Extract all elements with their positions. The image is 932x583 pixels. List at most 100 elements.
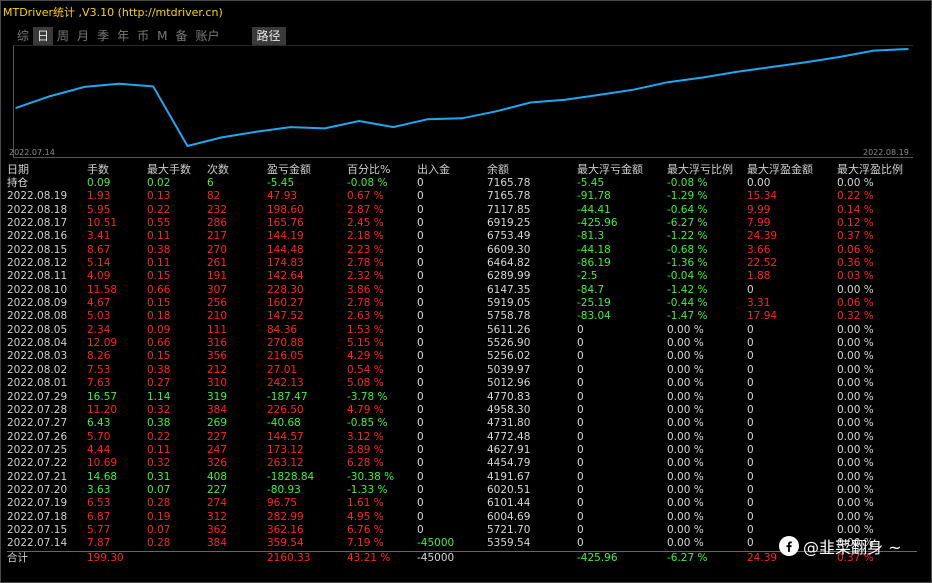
table-cell: 24.39 bbox=[747, 230, 778, 243]
tab-5[interactable]: 年 bbox=[117, 29, 130, 43]
table-row[interactable]: 2022.08.08 5.03 0.18 210 147.52 2.63 % 0 5758.7… bbox=[7, 310, 917, 323]
table-cell: 0.00 % bbox=[667, 430, 704, 443]
table-cell: -81.3 bbox=[577, 230, 605, 243]
tab-4[interactable]: 季 bbox=[97, 29, 110, 43]
table-row[interactable]: 2022.08.17 10.51 0.55 286 165.76 2.45 % 0 6919.… bbox=[7, 217, 917, 230]
row-date: 2022.08.18 bbox=[7, 203, 68, 216]
tab-7[interactable]: M bbox=[157, 29, 168, 43]
row-date: 2022.07.19 bbox=[7, 497, 68, 510]
balance-point bbox=[667, 81, 669, 84]
table-row[interactable]: 2022.08.19 1.93 0.13 82 47.93 0.67 % 0 7165.78 -… bbox=[7, 190, 917, 203]
row-date: 2022.07.28 bbox=[7, 403, 68, 416]
table-cell: 4731.80 bbox=[487, 417, 531, 430]
table-cell: 0 bbox=[577, 323, 584, 336]
table-cell: 2.87 % bbox=[347, 203, 384, 216]
table-cell: 6020.51 bbox=[487, 483, 531, 496]
tab-0[interactable]: 综 bbox=[17, 29, 30, 43]
table-row[interactable]: 2022.07.22 10.69 0.32 326 263.12 6.28 % 0 4454.… bbox=[7, 457, 917, 470]
table-cell: 6289.99 bbox=[487, 270, 531, 283]
tab-3[interactable]: 月 bbox=[77, 29, 90, 43]
table-cell: 3.63 bbox=[87, 483, 111, 496]
table-row[interactable]: 2022.08.16 3.41 0.11 217 144.19 2.18 % 0 6753.4… bbox=[7, 230, 917, 243]
table-cell: 165.76 bbox=[267, 217, 304, 230]
table-row[interactable]: 2022.08.04 12.09 0.66 316 270.88 5.15 % 0 5526.… bbox=[7, 337, 917, 350]
column-header[interactable]: 日期 bbox=[7, 163, 29, 176]
row-date: 2022.07.29 bbox=[7, 390, 68, 403]
table-row[interactable]: 2022.07.19 6.53 0.28 274 96.75 1.61 % 0 6101.44… bbox=[7, 497, 917, 510]
table-row[interactable]: 2022.08.02 7.53 0.38 212 27.01 0.54 % 0 5039.97… bbox=[7, 364, 917, 377]
table-cell: 0 bbox=[577, 337, 584, 350]
table-row[interactable]: 2022.07.28 11.20 0.32 384 226.50 4.79 % 0 4958.… bbox=[7, 404, 917, 417]
table-cell: -0.68 % bbox=[667, 243, 708, 256]
table-row[interactable]: 2022.07.18 6.87 0.19 312 282.99 4.95 % 0 6004.6… bbox=[7, 511, 917, 524]
table-row[interactable]: 2022.08.18 5.95 0.22 232 198.60 2.87 % 0 7117.8… bbox=[7, 204, 917, 217]
table-row[interactable]: 2022.08.11 4.09 0.15 191 142.64 2.32 % 0 6289.9… bbox=[7, 270, 917, 283]
column-header[interactable]: 最大浮亏比例 bbox=[667, 163, 733, 176]
column-header[interactable]: 百分比% bbox=[347, 163, 391, 176]
column-header[interactable]: 最大手数 bbox=[147, 163, 191, 176]
column-header[interactable]: 出入金 bbox=[417, 163, 450, 176]
table-row[interactable]: 2022.08.01 7.63 0.27 310 242.13 5.08 % 0 5012.9… bbox=[7, 377, 917, 390]
table-row[interactable]: 2022.07.27 6.43 0.38 269 -40.68 -0.85 % 0 4731.… bbox=[7, 417, 917, 430]
column-header[interactable]: 最大浮盈金额 bbox=[747, 163, 813, 176]
tab-6[interactable]: 币 bbox=[137, 29, 150, 43]
row-date: 2022.08.12 bbox=[7, 257, 68, 270]
tab-8[interactable]: 备 bbox=[175, 29, 188, 43]
balance-point bbox=[426, 118, 429, 121]
table-row[interactable]: 2022.08.10 11.58 0.66 307 228.30 3.86 % 0 6147.… bbox=[7, 284, 917, 297]
tab-9[interactable]: 账户 bbox=[195, 29, 220, 43]
table-row[interactable]: 2022.07.26 5.70 0.22 227 144.57 3.12 % 0 4772.4… bbox=[7, 431, 917, 444]
column-header[interactable]: 余额 bbox=[487, 163, 509, 176]
column-header[interactable]: 次数 bbox=[207, 163, 229, 176]
table-cell: 6464.82 bbox=[487, 257, 531, 270]
table-cell: 3.66 bbox=[747, 243, 771, 256]
table-row[interactable]: 2022.08.09 4.67 0.15 256 160.27 2.78 % 0 5919.0… bbox=[7, 297, 917, 310]
table-row[interactable]: 2022.08.12 5.14 0.11 261 174.83 2.78 % 0 6464.8… bbox=[7, 257, 917, 270]
table-cell: 2.78 % bbox=[347, 297, 384, 310]
table-cell: 4.09 bbox=[87, 270, 111, 283]
table-row[interactable]: 2022.07.21 14.68 0.31 408 -1828.84 -30.38 % 0 4… bbox=[7, 471, 917, 484]
table-row[interactable]: 2022.07.15 5.77 0.07 362 362.16 6.76 % 0 5721.7… bbox=[7, 524, 917, 537]
table-cell: 9.99 bbox=[747, 203, 771, 216]
window-title: MTDriver统计 ,V3.10 (http://mtdriver.cn) bbox=[3, 6, 223, 19]
table-row[interactable]: 2022.07.25 4.44 0.11 247 173.12 3.89 % 0 4627.9… bbox=[7, 444, 917, 457]
table-cell: 3.41 bbox=[87, 230, 111, 243]
table-cell: 15.34 bbox=[747, 190, 778, 203]
table-row[interactable]: 2022.08.03 8.26 0.15 356 216.05 4.29 % 0 5256.0… bbox=[7, 350, 917, 363]
column-header[interactable]: 最大浮亏金额 bbox=[577, 163, 643, 176]
total-row[interactable]: 合计 199.30 2160.33 43.21 % -45000 -425.96 -6.27… bbox=[7, 550, 917, 565]
table-row[interactable]: 2022.08.05 2.34 0.09 111 84.36 1.53 % 0 5611.26… bbox=[7, 324, 917, 337]
table-cell: 6753.49 bbox=[487, 230, 531, 243]
table-cell: 0.11 bbox=[147, 230, 171, 243]
balance-point bbox=[495, 110, 498, 113]
table-row[interactable]: 2022.07.14 7.87 0.28 384 359.54 7.19 % -45000 5… bbox=[7, 537, 917, 551]
table-row[interactable]: 2022.08.15 8.67 0.38 270 144.48 2.23 % 0 6609.3… bbox=[7, 244, 917, 257]
table-cell: 362 bbox=[207, 523, 228, 536]
table-cell: -5.45 bbox=[577, 177, 605, 189]
table-cell: 0.13 bbox=[147, 190, 171, 203]
balance-line bbox=[15, 48, 909, 148]
table-body: 持仓 0.09 0.02 6 -5.45 -0.08 % 0 7165.78 -5.45 -0.0… bbox=[7, 177, 917, 565]
row-date: 2022.07.25 bbox=[7, 443, 68, 456]
table-row[interactable]: 2022.07.20 3.63 0.07 227 -80.93 -1.33 % 0 6020.… bbox=[7, 484, 917, 497]
table-cell: 1.93 bbox=[87, 190, 111, 203]
column-header[interactable]: 最大浮盈比例 bbox=[837, 163, 903, 176]
table-cell: 2.78 % bbox=[347, 257, 384, 270]
table-cell: 0 bbox=[417, 337, 424, 350]
table-cell: 6.53 bbox=[87, 497, 111, 510]
table-row[interactable]: 2022.07.29 16.57 1.14 319 -187.47 -3.78 % 0 477… bbox=[7, 391, 917, 404]
tab-10[interactable]: 路径 bbox=[251, 27, 286, 45]
table-cell bbox=[487, 550, 577, 565]
table-cell: -25.19 bbox=[577, 297, 611, 310]
table-cell: 6.43 bbox=[87, 417, 111, 430]
column-header[interactable]: 盈亏金额 bbox=[267, 163, 311, 176]
table-cell: 0 bbox=[747, 470, 754, 483]
column-header[interactable]: 手数 bbox=[87, 163, 109, 176]
balance-point bbox=[289, 126, 292, 128]
holding-row[interactable]: 持仓 0.09 0.02 6 -5.45 -0.08 % 0 7165.78 -5.45 -0.0… bbox=[7, 177, 917, 190]
row-date: 2022.08.08 bbox=[7, 310, 68, 323]
tab-1[interactable]: 日 bbox=[33, 27, 54, 45]
tab-2[interactable]: 周 bbox=[57, 29, 70, 43]
table-cell: 0 bbox=[417, 270, 424, 283]
balance-point bbox=[872, 49, 875, 52]
